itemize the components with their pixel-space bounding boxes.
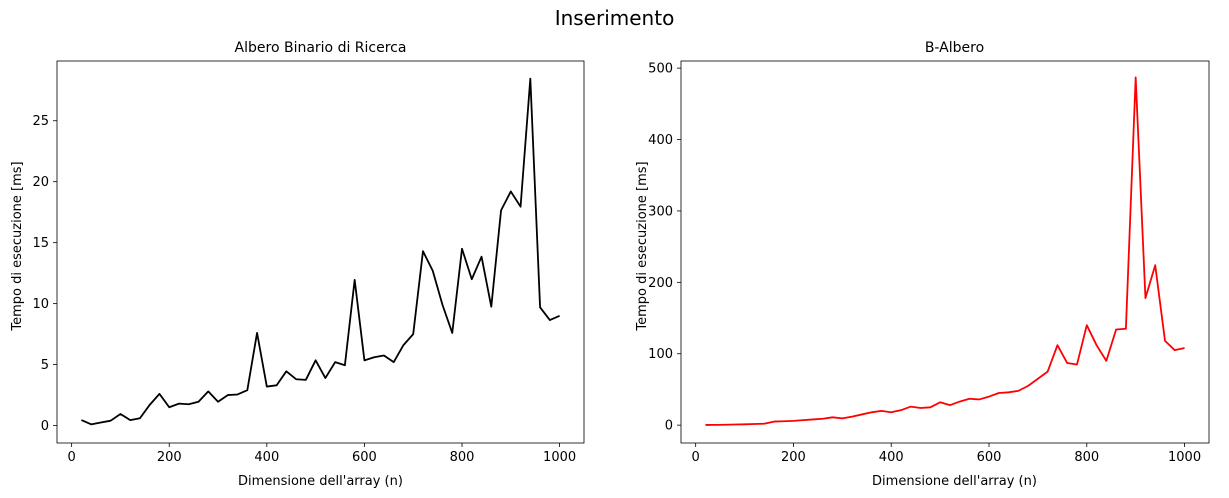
right-chart-axes-frame — [680, 60, 1210, 444]
right-chart-y-tick-label: 0 — [665, 419, 673, 434]
right-chart-xlabel: Dimensione dell'array (n) — [872, 474, 1037, 489]
left-chart-axes-frame — [56, 60, 585, 444]
left-chart-title: Albero Binario di Ricerca — [235, 40, 407, 56]
left-chart-x-tick-label: 600 — [352, 450, 377, 465]
right-chart-x-tick-label: 400 — [879, 450, 904, 465]
right-chart: B-Albero Dimensione dell'array (n) Tempo… — [635, 40, 1210, 489]
left-chart-xlabel: Dimensione dell'array (n) — [238, 474, 403, 489]
left-chart-x-tick-label: 0 — [67, 450, 75, 465]
right-chart-series-line — [705, 76, 1185, 426]
right-chart-y-tick-label: 300 — [648, 204, 673, 219]
left-chart-y-tick-label: 15 — [32, 236, 49, 251]
right-chart-y-tick-label: 500 — [648, 62, 673, 77]
left-chart-series-line — [81, 77, 560, 426]
left-chart-x-tick-label: 400 — [254, 450, 279, 465]
right-chart-y-tick-label: 100 — [648, 347, 673, 362]
right-chart-x-tick-label: 800 — [1074, 450, 1099, 465]
left-chart-y-tick-label: 20 — [32, 175, 49, 190]
right-chart-ylabel: Tempo di esecuzione [ms] — [635, 161, 650, 331]
right-chart-y-tick-label: 400 — [648, 133, 673, 148]
right-chart-x-tick-label: 1000 — [1168, 450, 1201, 465]
right-chart-title: B-Albero — [925, 40, 984, 56]
figure-suptitle: Inserimento — [554, 6, 675, 30]
left-chart: Albero Binario di Ricerca Dimensione del… — [10, 40, 585, 489]
left-chart-ylabel: Tempo di esecuzione [ms] — [10, 161, 25, 331]
left-chart-y-tick-label: 25 — [32, 114, 49, 129]
left-chart-x-tick-label: 800 — [450, 450, 475, 465]
left-chart-y-tick-label: 10 — [32, 297, 49, 312]
left-chart-x-tick-label: 200 — [157, 450, 182, 465]
right-chart-x-tick-label: 600 — [977, 450, 1002, 465]
left-chart-x-tick-label: 1000 — [543, 450, 576, 465]
left-chart-y-tick-label: 5 — [41, 358, 49, 373]
left-chart-y-tick-label: 0 — [41, 419, 49, 434]
right-chart-y-tick-label: 200 — [648, 276, 673, 291]
right-chart-x-tick-label: 0 — [692, 450, 700, 465]
right-chart-x-tick-label: 200 — [781, 450, 806, 465]
